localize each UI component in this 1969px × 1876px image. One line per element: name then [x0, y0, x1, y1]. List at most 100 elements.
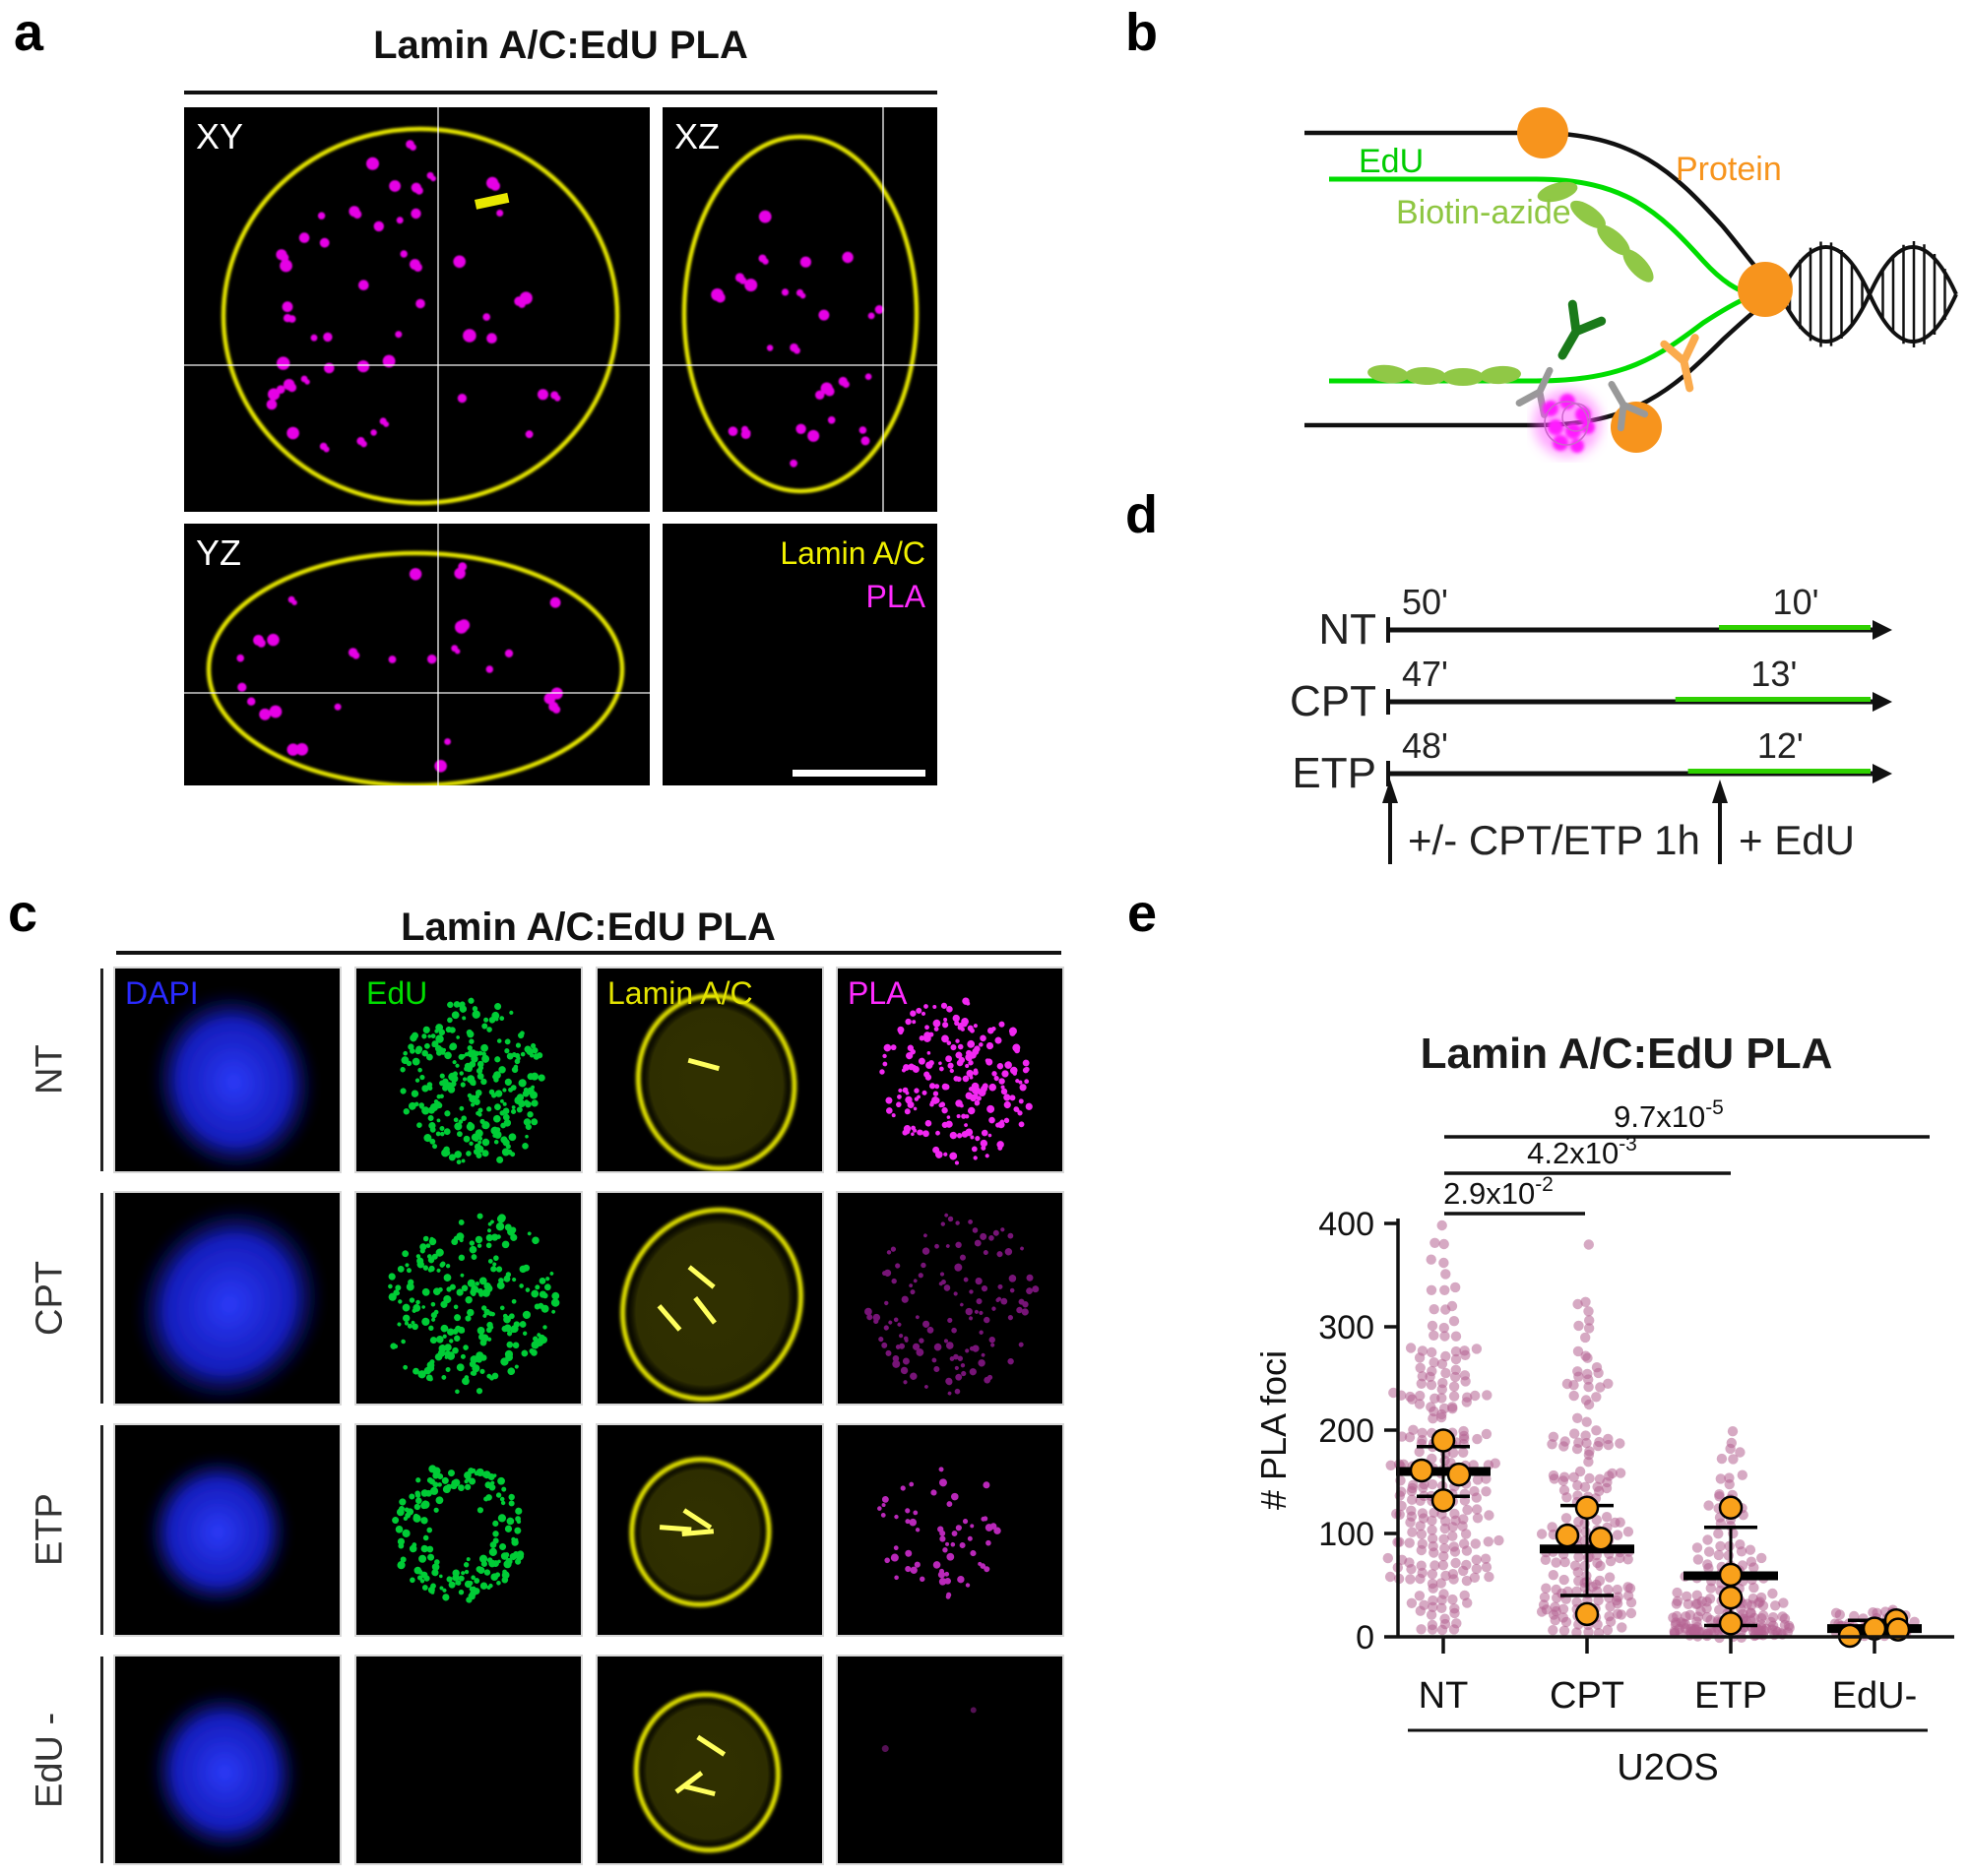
edu-bottom-strand	[1329, 295, 1747, 384]
panel-a-title-underline	[184, 91, 937, 94]
timepoint-arrows	[1388, 799, 1722, 864]
lamin-ring	[633, 1692, 781, 1853]
biotin-azide-ovals	[1367, 181, 1654, 386]
cell-line-label: U2OS	[1617, 1747, 1718, 1788]
channel-label-PLA: PLA	[848, 975, 908, 1011]
replicate-mean-dot	[1718, 1562, 1744, 1588]
edu-time-label: 13'	[1750, 654, 1797, 694]
edu-time-label: 12'	[1757, 725, 1804, 766]
condition-label: ETP	[1292, 749, 1376, 797]
timeline-row-ETP: ETP 48' 12'	[1292, 725, 1892, 797]
x-category-label: CPT	[1550, 1675, 1624, 1717]
protein-label: Protein	[1676, 151, 1782, 188]
pla-signal-blob	[1534, 390, 1601, 457]
lamin-ring	[620, 1207, 803, 1402]
pla-speckles	[877, 1467, 1001, 1599]
microscopy-yz-view: YZ	[184, 524, 650, 785]
edu-pulse-annotation: + EdU	[1739, 817, 1855, 863]
view-label: XZ	[674, 116, 720, 156]
significance-NT-vs-ETP: 4.2x10-3	[1444, 1133, 1731, 1175]
row-label-1: CPT	[29, 1261, 71, 1336]
condition-label: CPT	[1290, 677, 1376, 725]
micrograph-cell-ETP-DAPI	[113, 1423, 342, 1637]
micrograph-cell-NT-PLA: PLA	[836, 967, 1064, 1173]
dapi-nucleus	[148, 1688, 302, 1857]
y-tick-label: 300	[1318, 1309, 1374, 1346]
microscopy-xz-view: XZ	[663, 107, 937, 512]
pla-foci-beeswarm-chart: Lamin A/C:EdU PLA 0	[1253, 1030, 1954, 1788]
micrograph-cell-CPT-EdU	[354, 1191, 583, 1406]
micrograph-cell-EdU --Lamin A/C	[596, 1655, 824, 1865]
row-label-0: NT	[29, 1044, 71, 1095]
replicates-ETP	[1718, 1495, 1744, 1636]
y-axis-label: # PLA foci	[1253, 1350, 1294, 1510]
edu-speckles	[392, 1465, 525, 1603]
pla-foci-dots	[266, 140, 561, 453]
replicates-NT	[1409, 1428, 1472, 1513]
micrograph-cell-ETP-PLA	[836, 1423, 1064, 1637]
pre-time-label: 47'	[1402, 654, 1448, 694]
swarm-CPT	[1536, 1239, 1637, 1639]
row-bracket	[100, 1425, 103, 1635]
replicate-mean-dot	[1574, 1495, 1600, 1520]
timeline-row-NT: NT 50' 10'	[1318, 582, 1892, 654]
replicate-mean-dot	[1430, 1488, 1456, 1513]
lamin-outline	[206, 550, 625, 785]
replicate-mean-dot	[1409, 1458, 1434, 1483]
replicate-mean-dot	[1718, 1495, 1744, 1520]
micrograph-cell-ETP-Lamin A/C	[596, 1423, 824, 1637]
y-tick-label: 0	[1356, 1619, 1374, 1657]
pla-speckles	[879, 997, 1033, 1165]
micrograph-cell-EdU --EdU	[354, 1655, 583, 1865]
arrow-right-icon	[1873, 620, 1892, 640]
arrow-up-icon	[1712, 780, 1728, 803]
micrograph-cell-NT-EdU: EdU	[354, 967, 583, 1173]
row-bracket	[100, 969, 103, 1171]
x-category-label: ETP	[1694, 1675, 1767, 1717]
stats-CPT	[1540, 1503, 1634, 1597]
arrow-up-icon	[1382, 780, 1398, 803]
pre-time-label: 48'	[1402, 725, 1448, 766]
micrograph-cell-NT-DAPI: DAPI	[113, 967, 342, 1173]
dapi-nucleus	[149, 988, 319, 1171]
anti-protein-antibody-icon	[1660, 334, 1699, 393]
biotin-azide-label: Biotin-azide	[1396, 194, 1571, 231]
view-label: XY	[196, 116, 243, 156]
arrow-right-icon	[1873, 692, 1892, 712]
replicates-CPT	[1555, 1495, 1614, 1627]
edu-top-strand	[1329, 176, 1751, 297]
replicate-mean-dot	[1574, 1601, 1600, 1627]
channel-label-EdU: EdU	[366, 975, 427, 1011]
replicate-mean-dot	[1446, 1462, 1472, 1487]
y-tick-label: 100	[1318, 1516, 1374, 1553]
edu-speckles	[400, 997, 545, 1165]
dapi-nucleus	[144, 1453, 292, 1611]
lamin-ring	[629, 1457, 772, 1607]
p-value-label: 9.7x10-5	[1614, 1096, 1724, 1134]
significance-NT-vs-EdU-: 9.7x10-5	[1444, 1096, 1930, 1139]
replicate-mean-dot	[1555, 1523, 1580, 1548]
x-category-label: EdU-	[1832, 1675, 1918, 1717]
y-tick-label: 400	[1318, 1206, 1374, 1243]
panel-c-letter: c	[8, 884, 38, 943]
treatment-annotation: +/- CPT/ETP 1h	[1408, 817, 1700, 863]
significance-NT-vs-CPT: 2.9x10-2	[1443, 1173, 1585, 1216]
x-category-label: NT	[1419, 1675, 1469, 1717]
micrograph-cell-CPT-PLA	[836, 1191, 1064, 1406]
replicate-mean-dot	[1718, 1585, 1744, 1610]
y-tick-label: 200	[1318, 1412, 1374, 1450]
replicate-mean-dot	[1718, 1611, 1744, 1636]
channel-label-Lamin A/C: Lamin A/C	[607, 975, 753, 1011]
timeline-row-CPT: CPT 47' 13'	[1290, 654, 1892, 725]
pla-speckles	[881, 1707, 977, 1753]
panel-b-letter: b	[1125, 3, 1158, 62]
panel-a-title: Lamin A/C:EdU PLA	[373, 24, 748, 67]
edu-time-label: 10'	[1773, 582, 1819, 622]
legend-pla-label: PLA	[865, 579, 925, 614]
micrograph-cell-EdU --PLA	[836, 1655, 1064, 1865]
pre-time-label: 50'	[1402, 582, 1448, 622]
replicate-mean-dot	[1430, 1428, 1456, 1453]
microscopy-xy-view: XY	[184, 107, 650, 512]
panel-c-title-underline	[116, 951, 1061, 955]
dapi-nucleus	[133, 1202, 326, 1404]
